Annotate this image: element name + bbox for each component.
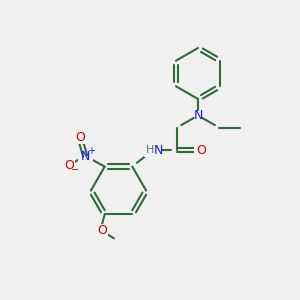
Bar xyxy=(78,149,93,163)
Text: −: − xyxy=(70,165,79,175)
Bar xyxy=(73,131,86,144)
Text: O: O xyxy=(64,159,74,172)
Text: N: N xyxy=(153,143,163,157)
Text: N: N xyxy=(193,109,203,122)
Text: O: O xyxy=(75,131,85,144)
Bar xyxy=(95,224,108,238)
Bar xyxy=(194,143,208,157)
Text: H: H xyxy=(146,145,154,155)
Bar xyxy=(62,158,75,172)
Text: O: O xyxy=(97,224,106,237)
Text: O: O xyxy=(196,143,206,157)
Text: +: + xyxy=(87,146,94,156)
Text: N: N xyxy=(80,150,90,163)
Bar xyxy=(144,143,162,157)
